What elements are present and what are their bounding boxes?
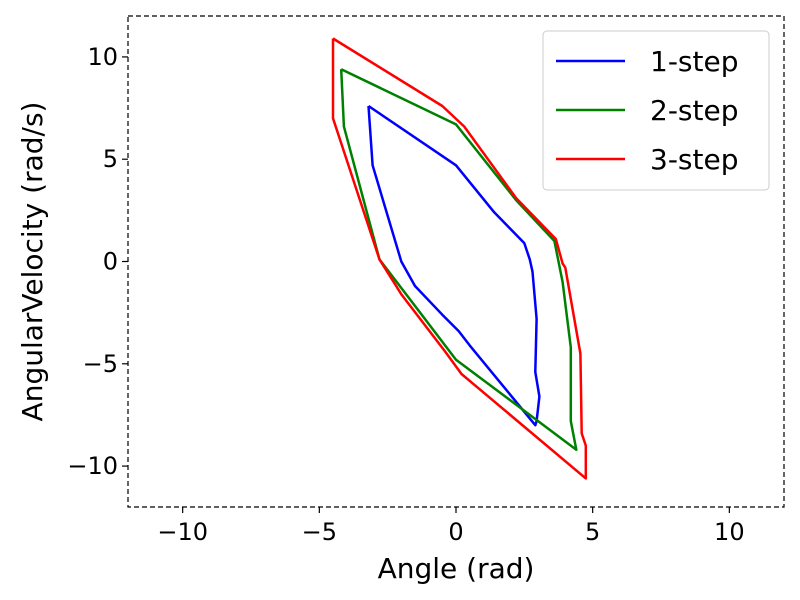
legend-label-1: 1-step <box>650 45 738 78</box>
series-layer <box>331 37 588 480</box>
x-axis-title: Angle (rad) <box>378 552 535 585</box>
x-tick-label: 10 <box>714 518 745 546</box>
y-tick-label: 0 <box>103 248 118 276</box>
legend-box <box>542 30 770 191</box>
series-line-3 <box>331 37 588 480</box>
y-tick-label: 10 <box>87 43 118 71</box>
y-tick-label: −10 <box>67 452 118 480</box>
x-tick-label: −5 <box>302 518 337 546</box>
x-tick-label: −10 <box>157 518 208 546</box>
y-tick-label: −5 <box>83 350 118 378</box>
x-tick-label: 0 <box>448 518 463 546</box>
y-axis-title: AngularVelocity (rad/s) <box>16 102 49 422</box>
series-line-1 <box>367 104 541 427</box>
legend-label-2: 2-step <box>650 94 738 127</box>
legend-items: 1-step 2-step 3-step <box>556 45 738 176</box>
y-tick-label: 5 <box>103 145 118 173</box>
legend: 1-step 2-step 3-step <box>542 30 770 191</box>
x-tick-label: 5 <box>585 518 600 546</box>
legend-label-3: 3-step <box>650 143 738 176</box>
ticks-layer: −10 −5 0 5 10 −10 −5 0 5 10 <box>67 43 744 546</box>
